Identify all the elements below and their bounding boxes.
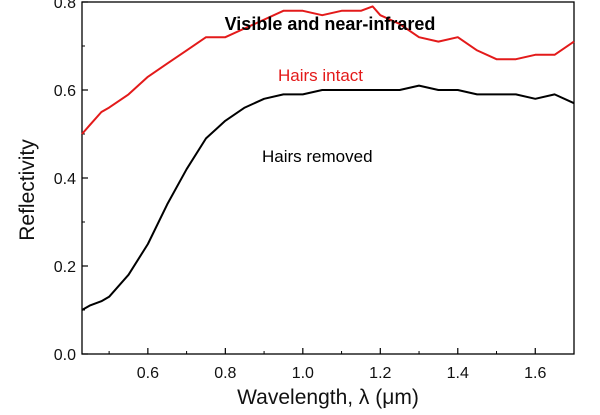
y-tick-label: 0.8 xyxy=(54,0,76,12)
x-tick-label: 1.6 xyxy=(524,365,546,382)
x-tick-label: 1.2 xyxy=(369,365,391,382)
x-axis-title: Wavelength, λ (μm) xyxy=(237,386,419,409)
y-axis-ticks: 0.0 0.2 0.4 0.6 0.8 xyxy=(54,0,88,364)
x-tick-label: 0.8 xyxy=(214,365,236,382)
chart-title: Visible and near-infrared xyxy=(225,14,436,34)
x-axis-ticks: 0.6 0.8 1.0 1.2 1.4 1.6 xyxy=(108,348,575,382)
x-tick-label: 1.4 xyxy=(447,365,469,382)
series-label-hairs-removed: Hairs removed xyxy=(262,147,373,166)
y-tick-label: 0.0 xyxy=(54,347,76,364)
y-tick-label: 0.2 xyxy=(54,259,76,276)
x-tick-label: 1.0 xyxy=(292,365,314,382)
series-lines xyxy=(81,5,575,311)
y-tick-label: 0.6 xyxy=(54,83,76,100)
y-tick-label: 0.4 xyxy=(54,171,76,188)
y-axis-title: Reflectivity xyxy=(16,139,39,241)
x-tick-label: 0.6 xyxy=(137,365,159,382)
series-label-hairs-intact: Hairs intact xyxy=(278,66,363,85)
series-line-hairs-removed xyxy=(81,84,575,311)
plot-frame xyxy=(81,1,575,355)
series-line-hairs-intact xyxy=(81,5,575,135)
